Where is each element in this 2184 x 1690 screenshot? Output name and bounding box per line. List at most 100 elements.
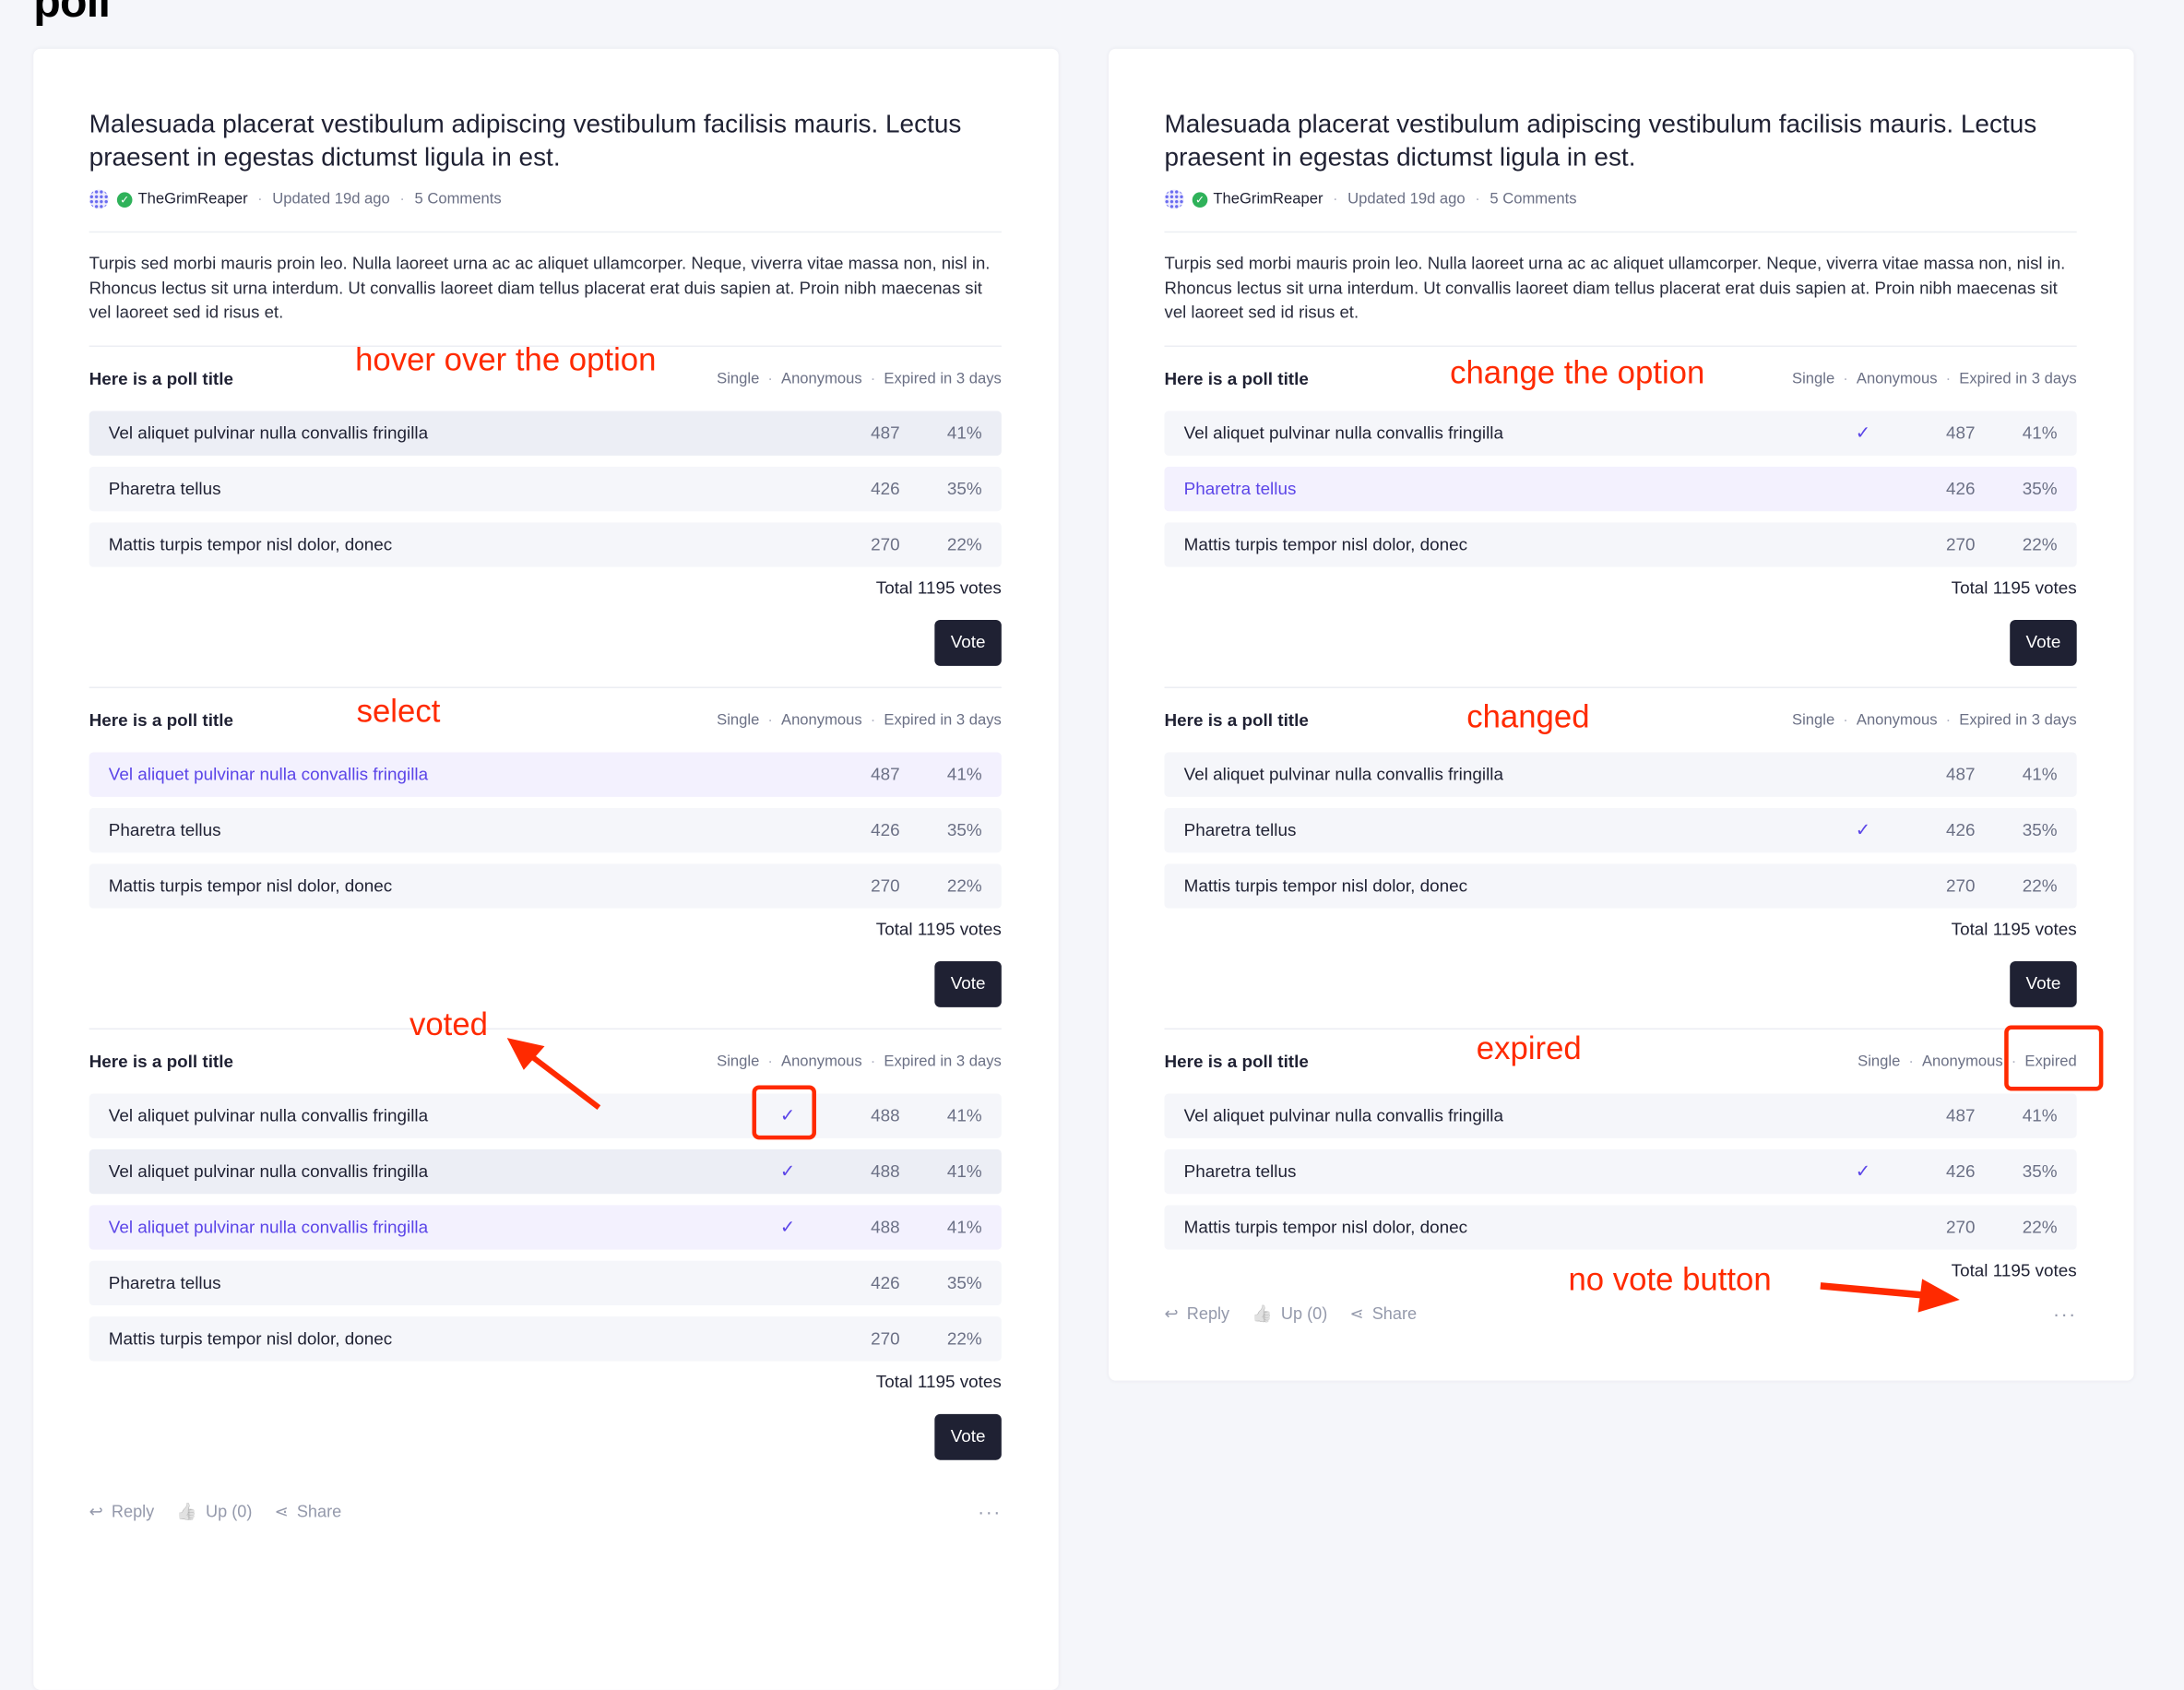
poll-option[interactable]: Pharetra tellus 426 35%: [89, 1259, 1002, 1305]
highlight-box-expired: [2004, 1025, 2104, 1091]
poll-option[interactable]: Vel aliquet pulvinar nulla convallis fri…: [89, 410, 1002, 456]
poll-option[interactable]: Pharetra tellus ✓ 426 35%: [1164, 807, 2077, 852]
poll-meta-item: Single: [717, 369, 760, 387]
poll-meta: Single · Anonymous · Expired in 3 days: [717, 711, 1002, 728]
option-label: Vel aliquet pulvinar nulla convallis fri…: [1183, 422, 1503, 443]
poll-option[interactable]: Vel aliquet pulvinar nulla convallis fri…: [1164, 1092, 2077, 1138]
separator-dot: ·: [1843, 369, 1848, 387]
option-count: 487: [871, 764, 900, 784]
poll-option[interactable]: Mattis turpis tempor nisl dolor, donec 27…: [1164, 521, 2077, 566]
option-percent: 22%: [946, 875, 982, 896]
option-label: Vel aliquet pulvinar nulla convallis fri…: [1183, 764, 1503, 784]
poll-meta: Single · Anonymous · Expired in 3 days: [1792, 370, 2077, 387]
poll-option[interactable]: Vel aliquet pulvinar nulla convallis fri…: [89, 1148, 1002, 1194]
poll-option[interactable]: Mattis turpis tempor nisl dolor, donec 27…: [1164, 863, 2077, 908]
upvote-label: Up (0): [206, 1501, 253, 1521]
reply-button[interactable]: ↩ Reply: [89, 1501, 155, 1520]
reply-label: Reply: [111, 1501, 155, 1521]
post-footer: ↩ Reply 👍 Up (0) ⋖ Share ···: [1165, 1296, 2077, 1329]
comments-link[interactable]: 5 Comments: [1490, 190, 1577, 208]
poll-option[interactable]: Mattis turpis tempor nisl dolor, donec 27…: [89, 863, 1002, 908]
poll-option[interactable]: Vel aliquet pulvinar nulla convallis fri…: [89, 1092, 1002, 1138]
upvote-button[interactable]: 👍 Up (0): [1252, 1303, 1327, 1323]
poll-option[interactable]: Vel aliquet pulvinar nulla convallis fri…: [89, 751, 1002, 797]
share-label: Share: [296, 1501, 342, 1521]
option-label: Mattis turpis tempor nisl dolor, donec: [108, 875, 393, 896]
post-meta: ✓ TheGrimReaper · Updated 19d ago · 5 Comment…: [89, 188, 1002, 210]
vote-button[interactable]: Vote: [934, 960, 1002, 1007]
poll-options: Vel aliquet pulvinar nulla convallis fri…: [1164, 410, 2077, 566]
poll-options: Vel aliquet pulvinar nulla convallis fri…: [89, 1092, 1002, 1361]
poll-option[interactable]: Mattis turpis tempor nisl dolor, donec 27…: [1164, 1204, 2077, 1249]
poll-option[interactable]: Pharetra tellus 426 35%: [89, 466, 1002, 511]
poll-option[interactable]: Pharetra tellus ✓ 426 35%: [1164, 1148, 2077, 1194]
avatar[interactable]: [1164, 189, 1184, 209]
poll-option[interactable]: Vel aliquet pulvinar nulla convallis fri…: [1164, 751, 2077, 797]
option-count: 270: [871, 534, 900, 554]
share-button[interactable]: ⋖ Share: [1349, 1303, 1417, 1323]
option-count: 270: [1945, 1217, 1976, 1237]
poll: Here is a poll title Single · Anonymous · Exp…: [89, 1027, 1002, 1481]
separator-dot: ·: [767, 369, 773, 387]
more-options-icon[interactable]: ···: [978, 1499, 1002, 1522]
poll-meta: Single · Anonymous · Expired in 3 days: [717, 370, 1002, 387]
poll-meta-item: Expired in 3 days: [1959, 710, 2077, 729]
vote-button[interactable]: Vote: [934, 619, 1002, 666]
poll-option[interactable]: Pharetra tellus 426 35%: [89, 807, 1002, 852]
post-card-right: Malesuada placerat vestibulum adipiscing…: [1109, 48, 2134, 1380]
annotation-select: select: [356, 692, 441, 729]
upvote-button[interactable]: 👍 Up (0): [176, 1501, 252, 1520]
poll-header: Here is a poll title Single · Anonymous · Exp…: [89, 687, 1002, 751]
total-votes: Total 1195 votes: [875, 577, 1002, 598]
post-title[interactable]: Malesuada placerat vestibulum adipiscing…: [89, 108, 962, 172]
option-label: Vel aliquet pulvinar nulla convallis fri…: [1183, 1105, 1503, 1125]
separator-dot: ·: [767, 710, 773, 729]
updated-time: Updated 19d ago: [1347, 190, 1466, 208]
poll-option[interactable]: Mattis turpis tempor nisl dolor, donec 27…: [89, 521, 1002, 566]
separator-dot: ·: [2011, 1052, 2017, 1070]
separator-dot: ·: [1843, 710, 1848, 729]
poll-meta-item: Single: [1792, 710, 1835, 729]
comments-link[interactable]: 5 Comments: [414, 190, 502, 208]
poll-header: Here is a poll title Single · Anonymous · Exp…: [89, 346, 1002, 410]
option-percent: 41%: [946, 422, 982, 443]
poll-option[interactable]: Vel aliquet pulvinar nulla convallis fri…: [1164, 410, 2077, 456]
total-votes: Total 1195 votes: [875, 918, 1002, 939]
vote-button[interactable]: Vote: [2010, 619, 2077, 666]
reply-button[interactable]: ↩ Reply: [1165, 1303, 1230, 1323]
share-icon: ⋖: [1349, 1303, 1364, 1323]
option-count: 270: [1945, 534, 1976, 554]
poll-meta: Single · Anonymous · Expired in 3 days: [1792, 711, 2077, 728]
post-footer: ↩ Reply 👍 Up (0) ⋖ Share ···: [89, 1494, 1002, 1528]
poll-option[interactable]: Pharetra tellus 426 35%: [1164, 466, 2077, 511]
option-percent: 41%: [946, 1105, 982, 1125]
annotation-change: change the option: [1450, 353, 1705, 390]
vote-button[interactable]: Vote: [2010, 960, 2077, 1007]
poll: Here is a poll title Single · Anonymous · Exp…: [89, 685, 1002, 1028]
vote-row: Vote: [1165, 619, 2077, 666]
poll-option[interactable]: Mattis turpis tempor nisl dolor, donec 27…: [89, 1315, 1002, 1361]
separator-dot: ·: [257, 190, 263, 208]
poll-option[interactable]: Vel aliquet pulvinar nulla convallis fri…: [89, 1204, 1002, 1249]
more-options-icon[interactable]: ···: [2053, 1302, 2077, 1325]
separator-dot: ·: [767, 1052, 773, 1070]
avatar[interactable]: [89, 189, 109, 209]
poll: Here is a poll title Single · Anonymous · Exp…: [1164, 1027, 2077, 1291]
vote-button[interactable]: Vote: [934, 1413, 1002, 1459]
poll-meta-item: Anonymous: [1921, 1052, 2003, 1070]
author-name[interactable]: TheGrimReaper: [137, 190, 248, 208]
vote-row: Vote: [89, 1413, 1002, 1459]
poll-title: Here is a poll title: [89, 1051, 233, 1071]
poll-meta-item: Expired in 3 days: [884, 1052, 1002, 1070]
total-votes: Total 1195 votes: [1951, 918, 2077, 939]
poll-header: Here is a poll title Single · Anonymous · Exp…: [1165, 346, 2077, 410]
author-name[interactable]: TheGrimReaper: [1213, 190, 1323, 208]
option-label: Vel aliquet pulvinar nulla convallis fri…: [108, 422, 429, 443]
post-title[interactable]: Malesuada placerat vestibulum adipiscing…: [1164, 108, 2037, 172]
poll-page: poll Malesuada placerat vestibulum adipi…: [33, 0, 2134, 1522]
separator-dot: ·: [1908, 1052, 1914, 1070]
share-button[interactable]: ⋖ Share: [275, 1501, 342, 1520]
check-icon: ✓: [1855, 1160, 1871, 1181]
option-label: Pharetra tellus: [108, 819, 221, 839]
poll-meta-item: Anonymous: [780, 710, 862, 729]
